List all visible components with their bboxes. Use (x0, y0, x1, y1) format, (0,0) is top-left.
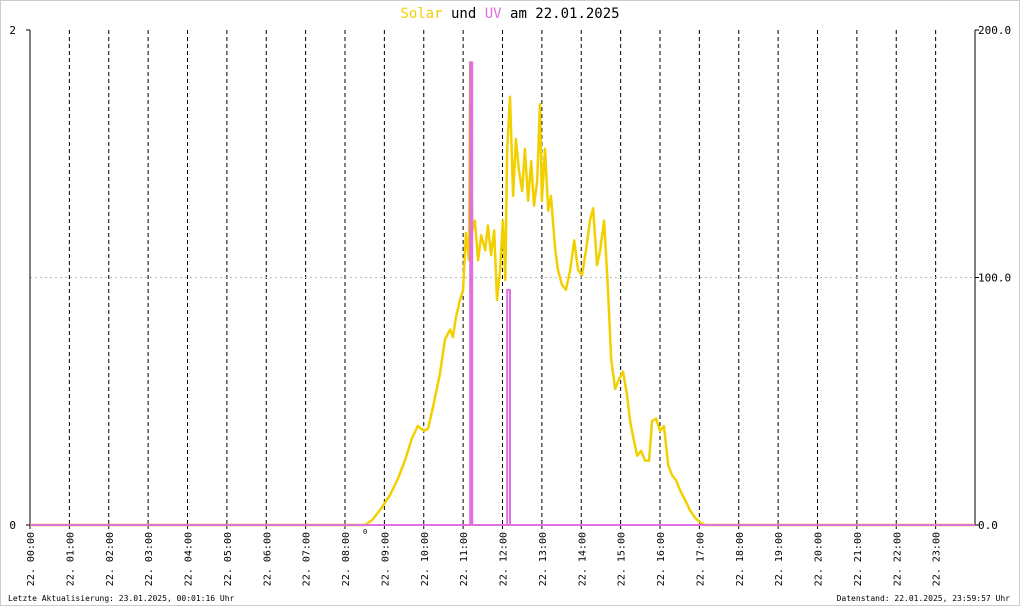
x-tick-label: 22. 00:00 (26, 532, 37, 586)
x-tick-label: 22. 10:00 (420, 532, 431, 586)
x-tick-label: 22. 21:00 (853, 532, 864, 586)
y-tick-label: 2 (9, 24, 16, 37)
x-tick-label: 22. 01:00 (65, 532, 76, 586)
footer-left: Letzte Aktualisierung: 23.01.2025, 00:01… (8, 594, 235, 603)
x-tick-label: 22. 11:00 (459, 532, 470, 586)
chart-title: Solar und UV am 22.01.2025 (400, 6, 619, 22)
footer-right: Datenstand: 22.01.2025, 23:59:57 Uhr (837, 594, 1011, 603)
series-line (30, 61, 975, 526)
y2-tick-label: 0.0 (978, 519, 998, 532)
x-tick-label: 22. 05:00 (223, 532, 234, 586)
x-tick-label: 22. 02:00 (105, 532, 116, 586)
x-tick-label: 22. 03:00 (144, 532, 155, 586)
x-tick-label: 22. 15:00 (617, 532, 628, 586)
x-tick-label: 22. 22:00 (892, 532, 903, 586)
x-tick-label: 22. 17:00 (695, 532, 706, 586)
annotation: 0 (363, 528, 367, 536)
x-tick-label: 22. 23:00 (932, 532, 943, 586)
x-tick-label: 22. 20:00 (814, 532, 825, 586)
x-tick-label: 22. 04:00 (184, 532, 195, 586)
x-tick-label: 22. 09:00 (380, 532, 391, 586)
x-tick-label: 22. 13:00 (538, 532, 549, 586)
y-tick-label: 0 (9, 519, 16, 532)
x-tick-label: 22. 14:00 (577, 532, 588, 586)
x-tick-label: 22. 12:00 (499, 532, 510, 586)
title-und: und (451, 6, 476, 22)
x-tick-label: 22. 06:00 (262, 532, 273, 586)
title-date: am 22.01.2025 (510, 6, 620, 22)
y2-tick-label: 100.0 (978, 272, 1011, 285)
x-tick-label: 22. 08:00 (341, 532, 352, 586)
x-tick-label: 22. 07:00 (302, 532, 313, 586)
title-solar: Solar (400, 6, 442, 22)
y2-tick-label: 200.0 (978, 24, 1011, 37)
title-uv: UV (485, 6, 502, 22)
series-line (30, 60, 975, 527)
x-tick-label: 22. 16:00 (656, 532, 667, 586)
x-tick-label: 22. 19:00 (774, 532, 785, 586)
x-tick-label: 22. 18:00 (735, 532, 746, 586)
